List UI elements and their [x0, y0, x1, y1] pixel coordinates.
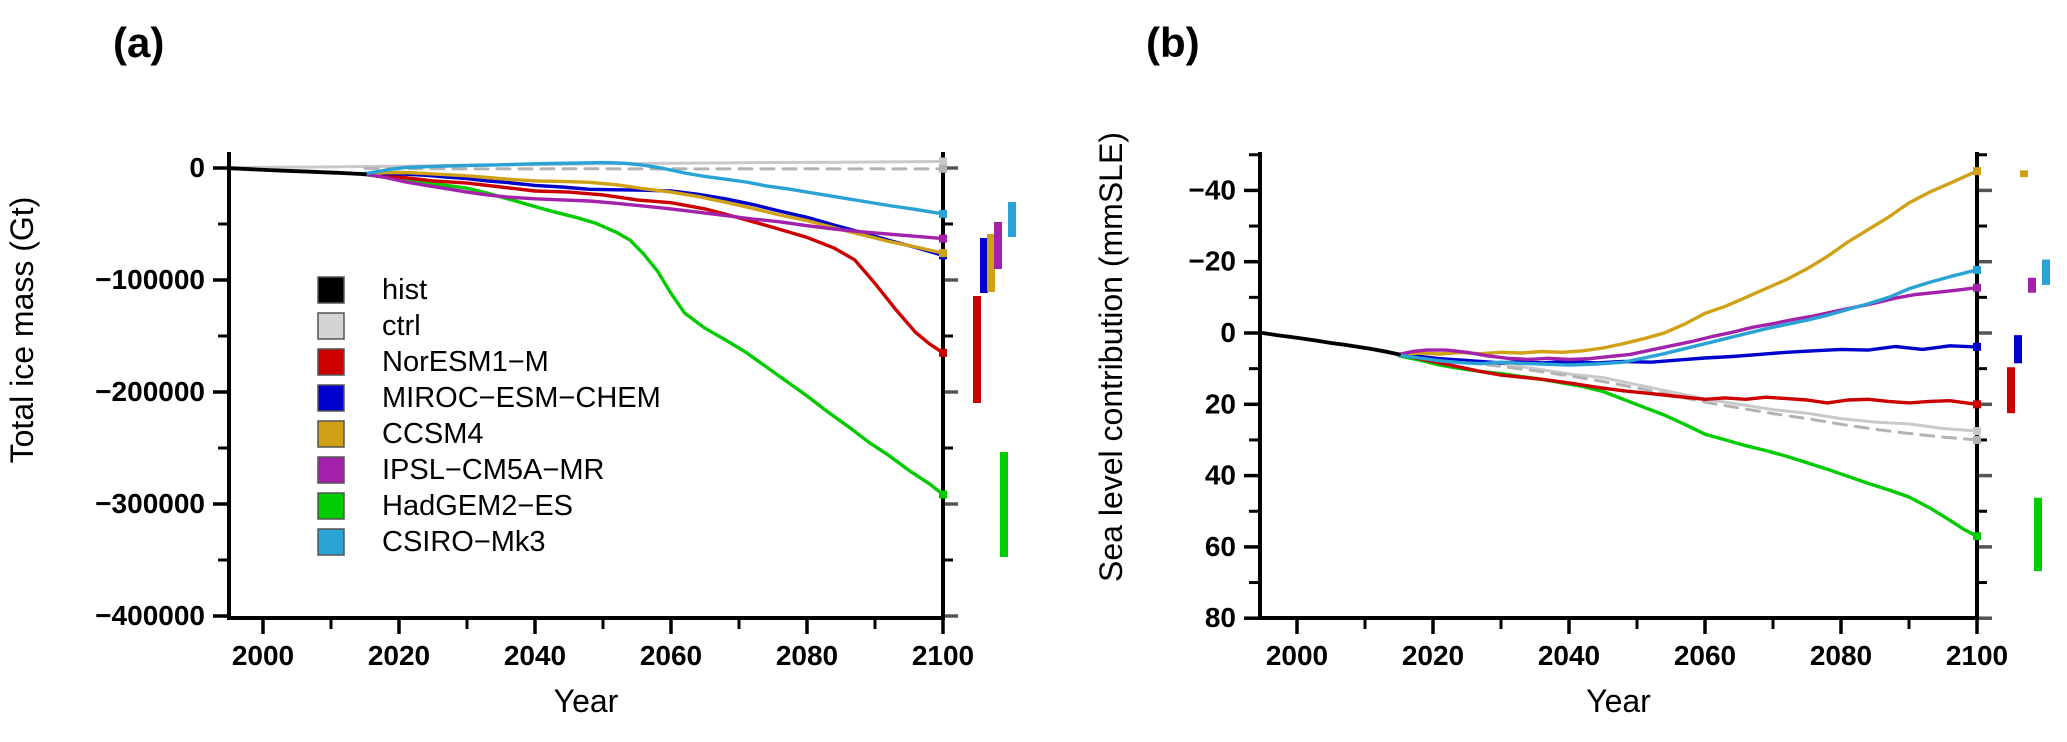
legend-swatch-hist [317, 276, 345, 304]
endpoint-marker-csiro-mk3 [939, 209, 947, 218]
legend-label: hist [382, 274, 427, 306]
legend-swatch-noresm1-m [317, 348, 345, 376]
endpoint-marker-ctrl-dashed [939, 164, 947, 173]
legend-label: NorESM1−M [382, 346, 549, 378]
x-tick-label: 2040 [1538, 640, 1600, 671]
error-bar-ipsl-cm5a-mr [2028, 277, 2036, 293]
y-axis-label: Sea level contribution (mmSLE) [1093, 132, 1129, 582]
y-tick-label: 80 [1205, 602, 1236, 633]
endpoint-marker-ctrl [1973, 427, 1981, 436]
legend-label: CCSM4 [382, 418, 484, 450]
endpoint-marker-ccsm4 [939, 249, 947, 258]
x-tick-label: 2020 [368, 640, 430, 671]
x-tick-label: 2080 [1810, 640, 1872, 671]
x-tick-label: 2000 [232, 640, 294, 671]
left-spine [1258, 152, 1262, 620]
panel-letter: (b) [1146, 19, 1200, 66]
bottom-spine [227, 616, 945, 620]
x-tick-label: 2100 [912, 640, 974, 671]
y-tick-label: −300000 [95, 488, 205, 519]
series-line-csiro-mk3 [1397, 268, 1979, 367]
error-bar-miroc-esm-chem [980, 238, 988, 293]
y-tick-label: 0 [189, 152, 205, 183]
endpoint-marker-ccsm4 [1973, 167, 1981, 176]
y-tick-label: 0 [1220, 317, 1236, 348]
endpoint-marker-miroc-esm-chem [1973, 342, 1981, 351]
series-line-miroc-esm-chem [1397, 344, 1979, 365]
legend-label: IPSL−CM5A−MR [382, 454, 604, 486]
legend-swatch-hadgem2-es [317, 492, 345, 520]
legend-label: CSIRO−Mk3 [382, 526, 546, 558]
legend: hist ctrl NorESM1−M MIROC−ESM−CHEM CCSM4 IPSL… [317, 274, 661, 558]
bottom-spine [1258, 616, 1979, 620]
series-line-hadgem2-es [1397, 354, 1979, 538]
y-tick-label: 60 [1205, 531, 1236, 562]
x-tick-label: 2100 [1946, 640, 2008, 671]
endpoint-marker-ipsl-cm5a-mr [939, 234, 947, 243]
endpoint-marker-hadgem2-es [939, 490, 947, 499]
series-line-ctrl-dashed [363, 166, 945, 171]
error-bar-miroc-esm-chem [2014, 335, 2022, 364]
error-bar-csiro-mk3 [1008, 202, 1016, 237]
right-spine [1975, 152, 1979, 620]
series-line-noresm1-m [363, 172, 945, 355]
legend-label: MIROC−ESM−CHEM [382, 382, 661, 414]
y-tick-label: 40 [1205, 460, 1236, 491]
endpoint-marker-ipsl-cm5a-mr [1973, 283, 1981, 292]
x-tick-label: 2000 [1266, 640, 1328, 671]
x-tick-label: 2080 [776, 640, 838, 671]
y-axis-label: Total ice mass (Gt) [4, 197, 40, 464]
series-line-ccsm4 [1397, 169, 1979, 357]
x-tick-label: 2020 [1402, 640, 1464, 671]
y-tick-label: −200000 [95, 376, 205, 407]
error-bar-csiro-mk3 [2042, 259, 2050, 285]
y-tick-label: 20 [1205, 388, 1236, 419]
y-tick-label: −20 [1189, 246, 1237, 277]
endpoint-marker-noresm1-m [1973, 400, 1981, 409]
error-bar-hadgem2-es [1000, 452, 1008, 557]
legend-swatch-ipsl-cm5a-mr [317, 456, 345, 484]
endpoint-marker-csiro-mk3 [1973, 265, 1981, 274]
series-line-hadgem2-es [363, 172, 945, 497]
x-tick-label: 2040 [504, 640, 566, 671]
series-line-miroc-esm-chem [363, 171, 945, 258]
legend-swatch-miroc-esm-chem [317, 384, 345, 412]
endpoint-marker-ctrl-dashed [1973, 435, 1981, 444]
series-line-hist [1261, 331, 1401, 357]
error-bar-noresm1-m [973, 296, 981, 403]
error-bar-ccsm4 [987, 233, 995, 292]
x-axis-label: Year [1586, 683, 1651, 719]
legend-label: ctrl [382, 310, 421, 342]
error-bar-hadgem2-es [2034, 497, 2042, 572]
left-spine [227, 152, 231, 620]
series-line-noresm1-m [1397, 352, 1979, 406]
panel-a: 0 −100000 −200000 −300000 −400000 2000 2020 204… [4, 19, 1016, 719]
endpoint-marker-hadgem2-es [1973, 532, 1981, 541]
y-tick-label: −100000 [95, 264, 205, 295]
y-tick-label: −400000 [95, 600, 205, 631]
legend-swatch-ctrl [317, 312, 345, 340]
right-spine [941, 152, 945, 620]
series-line-hist [227, 166, 367, 177]
series-line-csiro-mk3 [363, 160, 945, 216]
endpoint-marker-noresm1-m [939, 348, 947, 357]
legend-swatch-ccsm4 [317, 420, 345, 448]
legend-label: HadGEM2−ES [382, 490, 573, 522]
error-bar-ipsl-cm5a-mr [994, 221, 1002, 270]
x-axis-label: Year [554, 683, 619, 719]
x-tick-label: 2060 [640, 640, 702, 671]
panel-letter: (a) [113, 19, 164, 66]
endpoint-marker-ctrl [939, 157, 947, 166]
y-tick-label: −40 [1189, 174, 1237, 205]
x-tick-label: 2060 [1674, 640, 1736, 671]
series-line-ipsl-cm5a-mr [363, 172, 945, 241]
legend-swatch-csiro-mk3 [317, 528, 345, 556]
error-bar-ccsm4 [2020, 170, 2028, 178]
error-bar-noresm1-m [2007, 367, 2015, 414]
